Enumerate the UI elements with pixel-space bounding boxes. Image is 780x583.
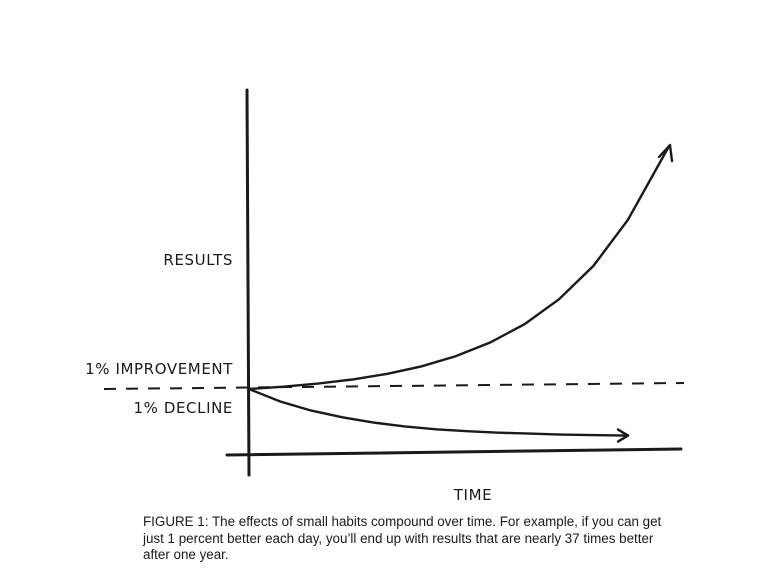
y-axis-label: RESULTS xyxy=(163,251,233,269)
x-axis xyxy=(225,447,683,457)
improvement-curve xyxy=(247,146,670,391)
improvement-arrowhead xyxy=(657,143,674,163)
baseline-dashed-line xyxy=(103,382,685,390)
figure-caption: FIGURE 1: The effects of small habits co… xyxy=(143,514,662,562)
x-axis-label: TIME xyxy=(453,486,492,500)
improvement-label: 1% IMPROVEMENT xyxy=(85,360,233,378)
decline-curve xyxy=(247,387,630,437)
decline-arrowhead xyxy=(616,428,630,443)
y-axis xyxy=(245,88,251,477)
decline-label: 1% DECLINE xyxy=(133,399,233,417)
chart: RESULTS 1% IMPROVEMENT 1% DECLINE TIME xyxy=(85,88,685,500)
